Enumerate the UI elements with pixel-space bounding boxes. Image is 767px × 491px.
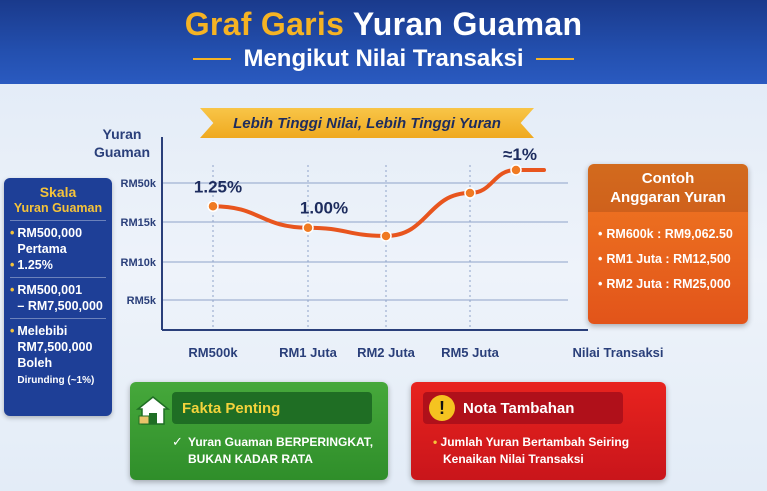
x-axis-label: Nilai Transaksi xyxy=(572,345,663,360)
fee-scale-item-line: Boleh xyxy=(17,356,53,370)
fee-estimate-panel: Contoh Anggaran Yuran • RM600k : RM9,062… xyxy=(588,164,748,324)
fee-scale-item-line: Pertama xyxy=(17,242,67,256)
bullet-icon: • xyxy=(598,252,603,266)
divider xyxy=(10,277,106,278)
y-tick-label: RM10k xyxy=(121,257,157,269)
x-tick-label: RM1 Juta xyxy=(279,345,338,360)
bullet-icon: • xyxy=(598,277,603,291)
additional-note-box: Nota Tambahan ! • Jumlah Yuran Bertambah… xyxy=(411,382,666,480)
fee-estimate-heading: Contoh xyxy=(641,170,695,187)
fee-estimate-text: RM1 Juta : RM12,500 xyxy=(606,252,731,266)
fee-estimate-text: RM600k : RM9,062.50 xyxy=(606,227,733,241)
fee-scale-panel: Skala Yuran Guaman • RM500,000 Pertama •… xyxy=(4,178,112,416)
bullet-icon: • xyxy=(10,226,15,240)
bullet-icon: • xyxy=(598,227,603,241)
data-label: 1.25% xyxy=(194,177,242,196)
divider xyxy=(10,220,106,221)
y-tick-label: RM5k xyxy=(127,295,157,307)
key-facts-heading: Fakta Penting xyxy=(172,392,372,424)
x-tick-label: RM500k xyxy=(188,345,238,360)
house-icon xyxy=(136,396,170,425)
y-axis-label: Guaman xyxy=(94,144,150,160)
subtitle-row: Mengikut Nilai Transaksi xyxy=(0,44,767,74)
fee-estimate-item: • RM600k : RM9,062.50 xyxy=(598,222,742,247)
title-accent: Graf Garis xyxy=(184,6,345,42)
data-point xyxy=(380,230,392,242)
fee-scale-item-line: 1.25% xyxy=(17,258,53,272)
chart-svg: Yuran Guaman RM50k RM15k RM10k RM5k RM500k RM1 … xyxy=(94,126,664,360)
fee-scale-item-line: RM500,001 xyxy=(17,283,83,297)
fee-scale-item-line: RM500,000 xyxy=(17,226,83,240)
additional-note-line: Kenaikan Nilai Transaksi xyxy=(433,451,658,468)
data-label: 1.00% xyxy=(300,199,348,218)
key-facts-line: BUKAN KADAR RATA xyxy=(188,452,313,466)
tagline-ribbon: Lebih Tinggi Nilai, Lebih Tinggi Yuran xyxy=(200,108,534,138)
fee-scale-title: Skala Yuran Guaman xyxy=(10,184,106,216)
fee-estimate-list: • RM600k : RM9,062.50 • RM1 Juta : RM12,… xyxy=(588,212,748,297)
fee-estimate-title: Contoh Anggaran Yuran xyxy=(588,164,748,212)
additional-note-heading-text: Nota Tambahan xyxy=(463,399,575,417)
data-point xyxy=(510,164,522,176)
key-facts-line: Yuran Guaman BERPERINGKAT, xyxy=(188,435,374,449)
key-facts-box: Fakta Penting ✓ Yuran Guaman BERPERINGKA… xyxy=(130,382,388,480)
fee-line-chart: Yuran Guaman RM50k RM15k RM10k RM5k RM500k RM1 … xyxy=(88,125,678,365)
fee-scale-item: • Melebibi RM7,500,000 Boleh Dirunding (… xyxy=(10,323,106,389)
fee-estimate-item: • RM1 Juta : RM12,500 xyxy=(598,247,742,272)
divider xyxy=(10,318,106,319)
fee-scale-subheading: Yuran Guaman xyxy=(13,201,103,215)
fee-scale-item: • RM500,001 – RM7,500,000 xyxy=(10,282,106,314)
additional-note-text: Kenaikan Nilai Transaksi xyxy=(443,452,584,466)
fee-scale-item: • RM500,000 Pertama xyxy=(10,225,106,257)
bullet-icon: • xyxy=(10,324,15,338)
data-point xyxy=(207,200,219,212)
check-icon: ✓ xyxy=(172,434,183,449)
page-title: Graf Garis Yuran Guaman xyxy=(0,6,767,43)
x-tick-label: RM5 Juta xyxy=(441,345,500,360)
warning-icon: ! xyxy=(429,395,455,421)
bullet-icon: • xyxy=(10,258,15,272)
title-main: Yuran Guaman xyxy=(352,6,583,42)
y-tick-label: RM50k xyxy=(121,178,157,190)
y-tick-label: RM15k xyxy=(121,217,157,229)
page-subtitle: Mengikut Nilai Transaksi xyxy=(243,45,524,72)
y-axis-label: Yuran xyxy=(103,126,142,142)
fee-estimate-subheading: Anggaran Yuran xyxy=(610,189,726,206)
series-line xyxy=(211,167,546,238)
fee-scale-item-note: Dirunding (~1%) xyxy=(17,375,95,386)
data-label: ≈1% xyxy=(503,145,537,164)
fee-scale-item-line: Melebibi xyxy=(17,324,68,338)
subtitle-line-left xyxy=(193,58,232,60)
subtitle-line-right xyxy=(535,58,574,60)
additional-note-heading: Nota Tambahan xyxy=(423,392,623,424)
data-point xyxy=(302,221,314,234)
header-banner: Graf Garis Yuran Guaman Mengikut Nilai T… xyxy=(0,0,767,84)
bullet-icon: • xyxy=(10,283,15,297)
data-point xyxy=(464,187,476,199)
fee-scale-heading: Skala xyxy=(39,184,77,200)
additional-note-line: • Jumlah Yuran Bertambah Seiring xyxy=(433,434,658,451)
fee-scale-item: • 1.25% xyxy=(10,257,106,273)
key-facts-body: Yuran Guaman BERPERINGKAT, BUKAN KADAR R… xyxy=(188,434,388,468)
x-tick-label: RM2 Juta xyxy=(357,345,416,360)
additional-note-text: Jumlah Yuran Bertambah Seiring xyxy=(440,435,630,449)
bullet-icon: • xyxy=(433,435,441,449)
fee-scale-item-line: RM7,500,000 xyxy=(17,340,93,354)
fee-estimate-text: RM2 Juta : RM25,000 xyxy=(606,277,731,291)
fee-scale-item-line: – RM7,500,000 xyxy=(17,299,103,313)
additional-note-body: • Jumlah Yuran Bertambah Seiring Kenaika… xyxy=(433,434,658,468)
key-facts-heading-text: Fakta Penting xyxy=(182,399,281,417)
fee-estimate-item: • RM2 Juta : RM25,000 xyxy=(598,272,742,297)
